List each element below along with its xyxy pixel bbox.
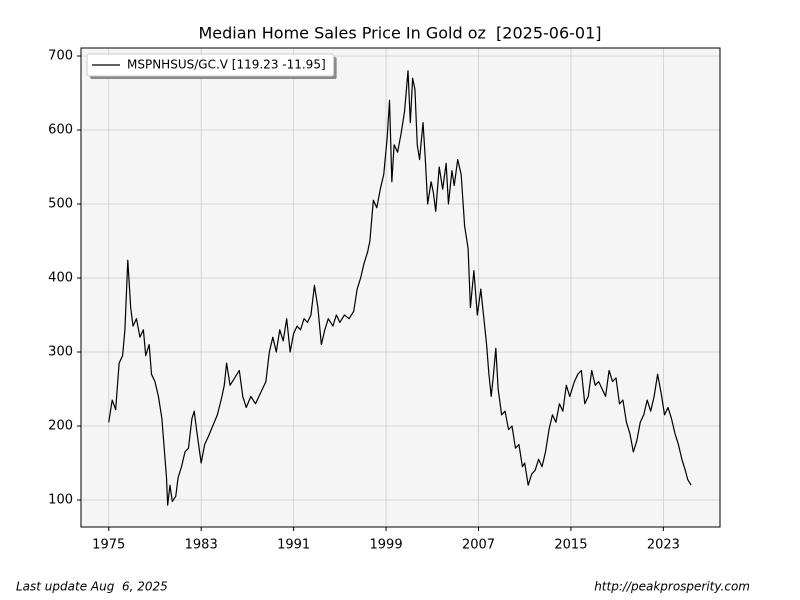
x-tick-label: 1999 [370, 538, 403, 553]
x-tick-label: 1983 [185, 538, 218, 553]
plot-frame [80, 47, 721, 528]
plot-area [81, 48, 720, 527]
x-tick-label: 1975 [92, 538, 125, 553]
x-tick-label: 2015 [554, 538, 587, 553]
x-tick-label: 2007 [462, 538, 495, 553]
y-tick-label: 300 [48, 344, 73, 359]
legend-label: MSPNHSUS/GC.V [119.23 -11.95] [127, 58, 326, 72]
y-tick-label: 500 [48, 196, 73, 211]
x-tick-label: 1991 [277, 538, 310, 553]
legend-box [86, 53, 335, 77]
y-tick-label: 700 [48, 48, 73, 63]
x-tick-label: 2023 [647, 538, 680, 553]
y-tick-label: 200 [48, 418, 73, 433]
y-tick-label: 100 [48, 492, 73, 507]
y-tick-label: 400 [48, 270, 73, 285]
chart-title: Median Home Sales Price In Gold oz [2025… [198, 24, 601, 43]
legend: MSPNHSUS/GC.V [119.23 -11.95] [86, 53, 337, 79]
footer-left: Last update Aug 6, 2025 [16, 580, 168, 594]
data-line [108, 70, 692, 506]
y-tick-label: 600 [48, 122, 73, 137]
footer-right: http://peakprosperity.com [594, 580, 750, 594]
